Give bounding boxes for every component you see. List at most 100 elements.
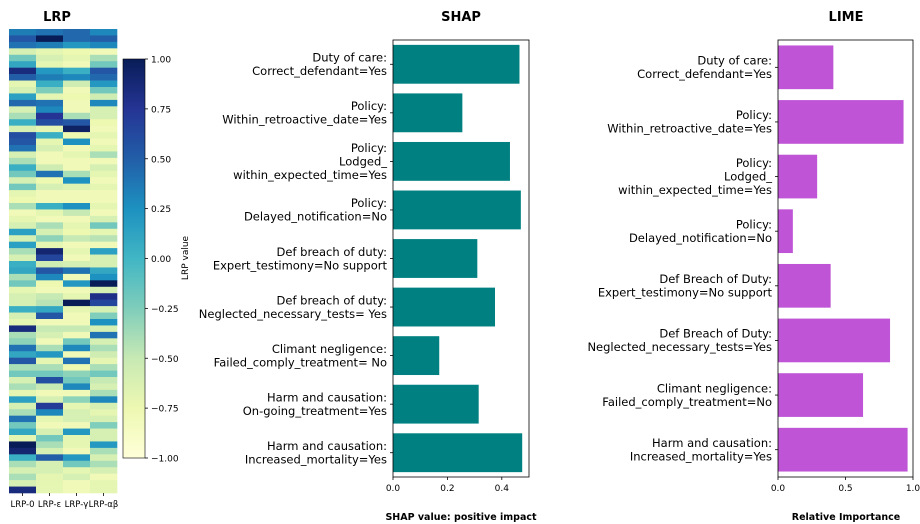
lime-category-label: Harm and causation: Increased_mortality=Y… — [630, 436, 772, 464]
lrp-cell — [9, 261, 37, 268]
lrp-cell — [36, 467, 64, 474]
lrp-cell — [63, 48, 91, 56]
lrp-cell — [90, 377, 118, 384]
lrp-cell — [9, 415, 37, 423]
lrp-cell — [36, 415, 64, 423]
lrp-cell — [36, 132, 64, 139]
lrp-cell — [36, 389, 64, 397]
lrp-cell — [63, 377, 91, 384]
lrp-cell — [63, 428, 91, 436]
lrp-cell — [9, 228, 37, 236]
lrp-cell — [90, 93, 118, 101]
lrp-cell — [90, 383, 118, 391]
colorbar-tick-label: 1.00 — [151, 56, 171, 66]
lrp-cell — [63, 486, 91, 494]
lrp-cell — [90, 248, 118, 255]
lrp-cell — [90, 125, 118, 133]
lrp-cell — [9, 396, 37, 404]
lrp-cell — [90, 119, 118, 126]
lrp-cell — [90, 41, 118, 49]
lrp-cell — [9, 74, 37, 81]
lrp-cell — [90, 480, 118, 487]
colorbar-tick-label: 0.75 — [151, 105, 171, 115]
lrp-cell — [90, 325, 118, 333]
lrp-cell — [36, 254, 64, 262]
lrp-cell — [9, 203, 37, 210]
lrp-cell — [9, 170, 37, 178]
lime-bar — [778, 263, 831, 308]
lrp-cell — [90, 441, 118, 449]
lrp-cell — [90, 235, 118, 242]
lrp-cell — [90, 370, 118, 378]
lrp-cell — [36, 145, 64, 152]
lrp-cell — [36, 306, 64, 313]
lime-bar — [778, 45, 834, 90]
lrp-cell — [63, 35, 91, 43]
lrp-cell — [63, 306, 91, 313]
lrp-cell — [63, 61, 91, 68]
lrp-cell — [36, 293, 64, 300]
lrp-cell — [63, 183, 91, 191]
shap-category-label: Policy: Lodged_ within_expected_time=Yes — [233, 141, 387, 182]
lrp-cell — [9, 331, 37, 339]
lrp-cell — [36, 29, 64, 36]
lrp-cell — [63, 132, 91, 139]
lrp-cell — [36, 209, 64, 217]
lrp-cell — [63, 441, 91, 449]
lrp-cell — [36, 370, 64, 378]
lrp-cell — [63, 480, 91, 487]
lrp-cell — [90, 261, 118, 268]
lrp-cell — [36, 351, 64, 358]
lrp-cell — [63, 325, 91, 333]
lrp-cell — [9, 145, 37, 152]
lrp-cell — [63, 415, 91, 423]
lrp-column-label: LRP-αβ — [89, 500, 119, 510]
lrp-cell — [63, 338, 91, 346]
lrp-cell — [63, 164, 91, 172]
shap-bar — [393, 141, 510, 181]
lrp-cell — [63, 351, 91, 358]
lrp-cell — [9, 48, 37, 56]
shap-category-label: Policy: Within_retroactive_date=Yes — [222, 99, 387, 127]
lrp-cell — [9, 293, 37, 300]
lrp-cell — [90, 54, 118, 62]
lime-category-label: Def Breach of Duty: Expert_testimony=No s… — [598, 272, 773, 300]
lrp-cell — [63, 473, 91, 481]
lrp-cell — [9, 41, 37, 49]
lrp-cell — [9, 428, 37, 436]
lrp-cell — [63, 170, 91, 178]
lrp-cell — [90, 273, 118, 281]
lrp-cell — [9, 454, 37, 462]
lrp-cell — [63, 402, 91, 410]
lrp-cell — [36, 106, 64, 114]
colorbar-tick-label: 0.25 — [151, 205, 171, 215]
lrp-cell — [90, 473, 118, 481]
shap-bar — [393, 336, 440, 376]
lrp-cell — [9, 235, 37, 242]
lime-bar — [778, 373, 864, 417]
lrp-cell — [90, 312, 118, 320]
lrp-cell — [36, 80, 64, 88]
lrp-cell — [9, 357, 37, 365]
lrp-cell — [90, 29, 118, 36]
lrp-cell — [36, 48, 64, 56]
lrp-cell — [63, 151, 91, 159]
lrp-cell — [90, 331, 118, 339]
lrp-cell — [90, 170, 118, 178]
lrp-cell — [9, 87, 37, 94]
lrp-cell — [63, 389, 91, 397]
lrp-cell — [90, 344, 118, 352]
lrp-cell — [9, 319, 37, 326]
lrp-cell — [36, 267, 64, 275]
lrp-cell — [36, 196, 64, 204]
lime-panel: LIME Duty of care: Correct_defendant=Yes P… — [587, 10, 920, 523]
lrp-cell — [63, 222, 91, 230]
lrp-cell — [63, 177, 91, 184]
lrp-cell — [63, 74, 91, 81]
lrp-cell — [63, 80, 91, 88]
lrp-cell — [90, 447, 118, 455]
lrp-cell — [9, 351, 37, 358]
shap-bar — [393, 433, 523, 473]
lrp-cell — [63, 383, 91, 391]
lrp-cell — [63, 87, 91, 94]
